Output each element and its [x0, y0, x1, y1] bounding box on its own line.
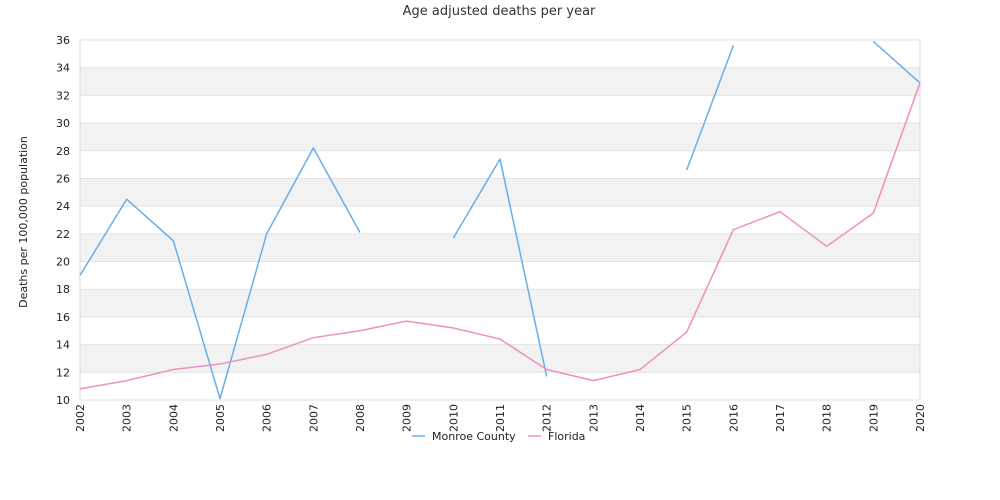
- x-tick-label: 2014: [634, 404, 647, 432]
- x-tick-label: 2012: [541, 404, 554, 432]
- y-tick-label: 20: [56, 256, 70, 269]
- series-line-monroe-county: [452, 158, 548, 377]
- x-axis-ticks: 2002 2003 2004 2005 2006 2007 2008 2009 2010 2011…: [74, 404, 927, 432]
- series-line-monroe-county: [872, 40, 921, 84]
- y-tick-label: 14: [56, 339, 70, 352]
- y-tick-label: 18: [56, 283, 70, 296]
- grid-bands: [80, 67, 920, 373]
- y-axis-ticks: 10 12 14 16 18 20 22 24 26 28 30 32 34 36: [56, 34, 70, 407]
- chart-title: Age adjusted deaths per year: [403, 4, 596, 19]
- y-tick-label: 26: [56, 172, 70, 185]
- x-tick-label: 2011: [494, 404, 507, 432]
- legend-label-florida: Florida: [548, 430, 585, 443]
- x-tick-label: 2013: [587, 404, 600, 432]
- legend-label-monroe-county: Monroe County: [432, 430, 516, 443]
- y-tick-label: 22: [56, 228, 70, 241]
- y-tick-label: 28: [56, 145, 70, 158]
- series-layer: [79, 40, 921, 400]
- x-tick-label: 2003: [121, 404, 134, 432]
- x-tick-label: 2016: [727, 404, 740, 432]
- grid-band: [80, 344, 920, 373]
- grid-band: [80, 289, 920, 317]
- y-tick-label: 24: [56, 200, 70, 213]
- x-tick-label: 2008: [354, 404, 367, 432]
- grid-band: [80, 233, 920, 262]
- x-tick-label: 2009: [401, 404, 414, 432]
- gridlines: [79, 39, 921, 401]
- x-tick-label: 2018: [821, 404, 834, 432]
- y-tick-label: 10: [56, 394, 70, 407]
- x-tick-label: 2010: [447, 404, 460, 432]
- series-line-florida: [79, 82, 921, 390]
- x-tick-label: 2019: [867, 404, 880, 432]
- grid-band: [80, 67, 920, 96]
- x-tick-label: 2005: [214, 404, 227, 432]
- y-tick-label: 30: [56, 117, 70, 130]
- x-tick-label: 2002: [74, 404, 87, 432]
- y-tick-label: 16: [56, 311, 70, 324]
- series-line-monroe-county: [685, 45, 735, 171]
- y-tick-label: 36: [56, 34, 70, 47]
- x-tick-label: 2007: [307, 404, 320, 432]
- y-tick-label: 32: [56, 89, 70, 102]
- legend: Monroe County Florida: [412, 430, 585, 443]
- grid-band: [80, 178, 920, 207]
- grid-band: [80, 123, 920, 151]
- series-line-monroe-county: [79, 147, 361, 400]
- y-tick-label: 12: [56, 366, 70, 379]
- y-axis-label: Deaths per 100,000 population: [17, 136, 30, 308]
- x-tick-label: 2015: [681, 404, 694, 432]
- x-tick-label: 2017: [774, 404, 787, 432]
- x-tick-label: 2006: [261, 404, 274, 432]
- x-tick-label: 2020: [914, 404, 927, 432]
- x-tick-label: 2004: [167, 404, 180, 432]
- y-tick-label: 34: [56, 62, 70, 75]
